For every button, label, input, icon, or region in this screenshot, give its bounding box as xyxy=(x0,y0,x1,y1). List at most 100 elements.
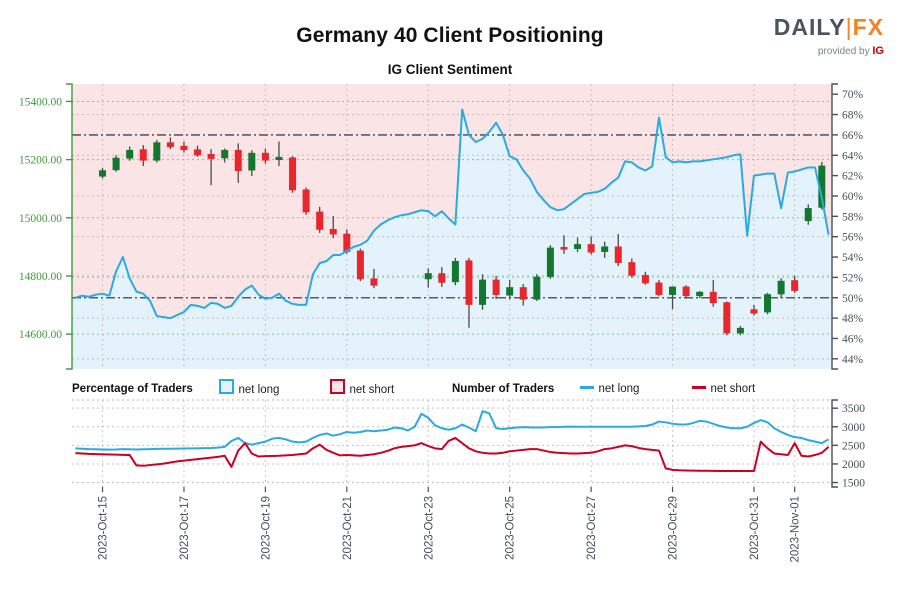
x-axis-date-label-8: 2023-Oct-31 xyxy=(749,496,761,560)
candle-body xyxy=(682,286,690,297)
candle-body xyxy=(723,302,731,334)
candle-body xyxy=(465,260,473,305)
candle-body xyxy=(356,250,364,280)
legend-group-percentage-label: Percentage of Traders xyxy=(72,383,193,395)
axis-label-pct-13: 44% xyxy=(842,354,864,366)
legend-label-pct-net-short[interactable]: net short xyxy=(349,384,395,396)
legend-swatch-pct-net-long xyxy=(219,379,234,394)
axis-label-pct-4: 62% xyxy=(842,171,864,183)
axis-label-pct-9: 52% xyxy=(842,272,864,284)
axis-label-price-3: 14800.00 xyxy=(19,271,62,283)
dailyfx-logo: DAILY|FX provided by IG xyxy=(774,16,884,57)
candle-body xyxy=(424,273,432,280)
candle-body xyxy=(194,149,202,156)
candle-body xyxy=(248,152,256,171)
candle-body xyxy=(139,149,147,161)
logo-divider-bar: | xyxy=(845,14,853,40)
candle-body xyxy=(709,291,717,304)
candle-body xyxy=(628,262,636,276)
candle-body xyxy=(791,280,799,291)
candle-body xyxy=(99,170,107,177)
axis-spine-right xyxy=(831,83,838,370)
candle-body xyxy=(207,153,215,159)
x-axis-date-label-1: 2023-Oct-17 xyxy=(179,496,191,560)
candle-body xyxy=(587,244,595,253)
candle-body xyxy=(302,189,310,213)
axis-label-pct-11: 48% xyxy=(842,313,864,325)
candlestick-series xyxy=(99,137,826,336)
volume-axis-label-1: 3000 xyxy=(842,422,865,434)
candle-body xyxy=(438,273,446,283)
dailyfx-wordmark: DAILY|FX xyxy=(774,16,884,39)
chart-subtitle: IG Client Sentiment xyxy=(387,62,513,77)
candle-body xyxy=(329,229,337,235)
axis-label-pct-0: 70% xyxy=(842,89,864,101)
logo-text-daily: DAILY xyxy=(773,14,846,40)
candle-body xyxy=(126,149,134,159)
axis-label-price-2: 15000.00 xyxy=(19,213,62,225)
x-axis-date-label-3: 2023-Oct-21 xyxy=(342,496,354,560)
candle-body xyxy=(696,291,704,297)
axis-label-pct-8: 54% xyxy=(842,252,864,264)
candle-body xyxy=(574,244,582,250)
candle-body xyxy=(533,276,541,300)
candle-body xyxy=(166,142,174,148)
x-axis-date-label-7: 2023-Oct-29 xyxy=(668,496,680,560)
ig-brand-label: IG xyxy=(872,45,884,57)
x-axis-date-label-6: 2023-Oct-27 xyxy=(586,496,598,560)
candle-body xyxy=(112,157,120,171)
volume-axis-label-4: 1500 xyxy=(842,478,865,490)
volume-axis-spine-right xyxy=(831,399,838,488)
candle-body xyxy=(641,274,649,284)
candle-body xyxy=(180,145,188,151)
axis-label-price-1: 15200.00 xyxy=(19,155,62,167)
candle-body xyxy=(234,149,242,172)
candle-body xyxy=(804,208,812,222)
legend-swatch-pct-net-short xyxy=(330,379,345,394)
axis-spine-left xyxy=(66,83,73,370)
volume-axis-label-0: 3500 xyxy=(842,403,865,415)
volume-series-line-net-short xyxy=(75,436,830,473)
x-axis-date-label-0: 2023-Oct-15 xyxy=(98,496,110,560)
provided-by-label: provided by xyxy=(817,46,870,57)
candle-body xyxy=(275,156,283,161)
axis-label-price-4: 14600.00 xyxy=(19,329,62,341)
candle-body xyxy=(492,279,500,295)
candle-body xyxy=(519,287,527,300)
axis-label-pct-3: 64% xyxy=(842,150,864,162)
candle-body xyxy=(261,152,269,161)
candle-body xyxy=(750,309,758,314)
volume-axis-label-3: 2000 xyxy=(842,459,865,471)
candle-body xyxy=(764,294,772,313)
candle-body xyxy=(370,278,378,286)
legend-label-pct-net-long[interactable]: net long xyxy=(238,384,280,396)
candle-body xyxy=(655,282,663,295)
axis-label-pct-7: 56% xyxy=(842,232,864,244)
axis-label-pct-1: 68% xyxy=(842,110,864,122)
legend-swatch-num-net-long xyxy=(580,386,594,389)
region-net-long-shaded xyxy=(72,109,832,370)
legend-label-num-net-short[interactable]: net short xyxy=(710,383,756,395)
x-axis-date-label-2: 2023-Oct-19 xyxy=(260,496,272,560)
axis-label-pct-12: 46% xyxy=(842,333,864,345)
provided-by-line: provided by IG xyxy=(774,46,884,57)
candle-body xyxy=(451,260,459,283)
legend-group-number-label: Number of Traders xyxy=(452,383,555,395)
x-axis-date-label-4: 2023-Oct-23 xyxy=(423,496,435,560)
candle-body xyxy=(601,246,609,252)
candle-body xyxy=(221,149,229,159)
axis-label-pct-2: 66% xyxy=(842,130,864,142)
volume-series-line-net-long xyxy=(75,410,830,451)
candle-body xyxy=(546,247,554,277)
x-axis-date-label-5: 2023-Oct-25 xyxy=(505,496,517,560)
legend-label-num-net-long[interactable]: net long xyxy=(598,383,640,395)
candle-body xyxy=(560,247,568,250)
axis-label-pct-10: 50% xyxy=(842,293,864,305)
axis-label-pct-5: 60% xyxy=(842,191,864,203)
series-line-net-long-pct xyxy=(75,108,830,320)
candle-body xyxy=(479,279,487,305)
candle-body xyxy=(736,327,744,334)
page-title: Germany 40 Client Positioning xyxy=(296,24,604,47)
volume-panel-background xyxy=(72,400,832,487)
